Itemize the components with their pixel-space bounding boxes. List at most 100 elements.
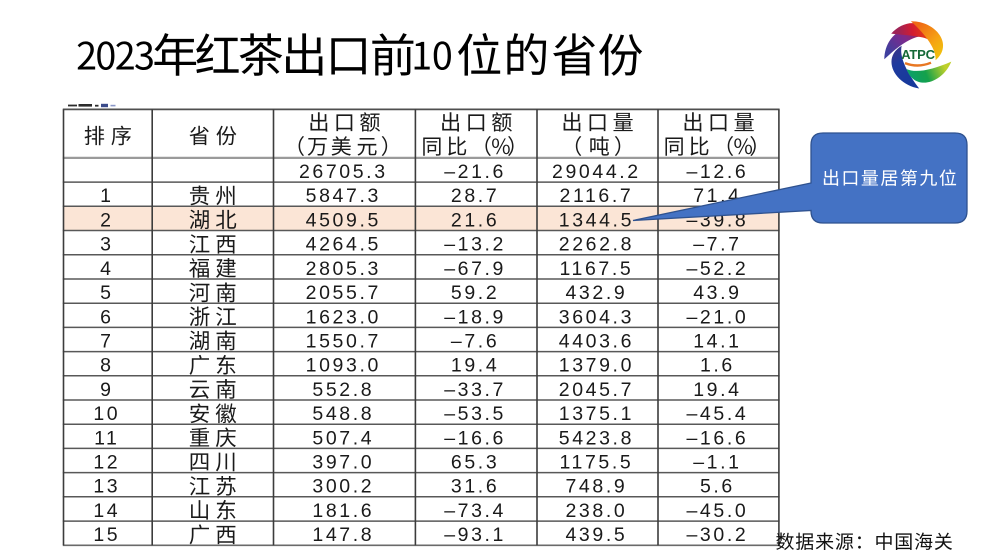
svg-text:出口额: 出口额 xyxy=(308,106,385,137)
svg-text:4264.5: 4264.5 xyxy=(306,234,381,256)
svg-text:15: 15 xyxy=(93,524,120,546)
svg-text:9: 9 xyxy=(100,379,113,401)
svg-text:6: 6 xyxy=(100,306,113,328)
svg-text:1167.5: 1167.5 xyxy=(560,258,634,280)
svg-text:出口量: 出口量 xyxy=(682,106,759,137)
svg-text:–18.9: –18.9 xyxy=(444,306,506,328)
svg-text:5423.8: 5423.8 xyxy=(559,427,634,449)
svg-text:1175.5: 1175.5 xyxy=(560,452,634,474)
svg-text:552.8: 552.8 xyxy=(312,379,374,401)
svg-text:广东: 广东 xyxy=(189,349,242,380)
svg-text:11: 11 xyxy=(94,427,119,449)
svg-text:数据来源：中国海关: 数据来源：中国海关 xyxy=(776,527,954,554)
svg-text:19.4: 19.4 xyxy=(693,379,741,401)
svg-text:–21.0: –21.0 xyxy=(686,306,748,328)
svg-text:13: 13 xyxy=(93,476,120,498)
svg-text:–52.2: –52.2 xyxy=(686,258,748,280)
svg-text:2055.7: 2055.7 xyxy=(306,282,381,304)
svg-text:–7.7: –7.7 xyxy=(693,234,741,256)
svg-text:439.5: 439.5 xyxy=(565,524,627,546)
svg-text:同比（%）: 同比（%） xyxy=(664,131,771,161)
svg-text:7: 7 xyxy=(100,331,113,353)
svg-text:2262.8: 2262.8 xyxy=(559,234,634,256)
svg-text:238.0: 238.0 xyxy=(565,500,627,522)
svg-text:河南: 河南 xyxy=(189,276,242,307)
svg-text:147.8: 147.8 xyxy=(312,524,374,546)
svg-text:山东: 山东 xyxy=(189,494,242,525)
svg-text:31.6: 31.6 xyxy=(451,476,499,498)
svg-text:–12.6: –12.6 xyxy=(686,161,748,183)
svg-text:12: 12 xyxy=(93,452,120,474)
svg-text:（万美元）: （万美元） xyxy=(284,131,402,161)
svg-text:1: 1 xyxy=(100,185,113,207)
svg-text:浙江: 浙江 xyxy=(189,301,242,332)
svg-text:4403.6: 4403.6 xyxy=(559,331,634,353)
svg-text:–16.6: –16.6 xyxy=(686,427,748,449)
svg-text:湖北: 湖北 xyxy=(189,204,242,235)
svg-text:3604.3: 3604.3 xyxy=(559,306,634,328)
svg-text:14: 14 xyxy=(93,500,120,522)
svg-text:4509.5: 4509.5 xyxy=(306,209,381,231)
svg-text:–30.2: –30.2 xyxy=(686,524,748,546)
svg-text:广西: 广西 xyxy=(189,518,242,549)
svg-text:江苏: 江苏 xyxy=(189,470,242,501)
svg-text:重庆: 重庆 xyxy=(189,422,242,453)
svg-text:2045.7: 2045.7 xyxy=(559,379,634,401)
svg-text:1623.0: 1623.0 xyxy=(306,306,381,328)
svg-text:–53.5: –53.5 xyxy=(444,403,506,425)
svg-text:1379.0: 1379.0 xyxy=(559,355,634,377)
svg-text:1375.1: 1375.1 xyxy=(559,403,634,425)
svg-text:28.7: 28.7 xyxy=(451,185,499,207)
svg-text:10: 10 xyxy=(93,403,120,425)
svg-text:福建: 福建 xyxy=(189,252,242,283)
svg-text:2805.3: 2805.3 xyxy=(306,258,381,280)
svg-text:–73.4: –73.4 xyxy=(444,500,506,522)
svg-text:–16.6: –16.6 xyxy=(444,427,506,449)
svg-text:–93.1: –93.1 xyxy=(444,524,506,546)
svg-text:19.4: 19.4 xyxy=(451,355,499,377)
svg-text:26705.3: 26705.3 xyxy=(299,161,388,183)
svg-text:3: 3 xyxy=(100,234,113,256)
svg-text:397.0: 397.0 xyxy=(312,452,374,474)
svg-text:2: 2 xyxy=(100,209,113,231)
svg-text:湖南: 湖南 xyxy=(189,325,242,356)
svg-text:65.3: 65.3 xyxy=(451,452,499,474)
svg-text:21.6: 21.6 xyxy=(451,209,499,231)
svg-text:4: 4 xyxy=(100,258,113,280)
svg-text:–21.6: –21.6 xyxy=(444,161,506,183)
svg-text:–13.2: –13.2 xyxy=(444,234,506,256)
svg-text:1093.0: 1093.0 xyxy=(306,355,381,377)
svg-text:贵州: 贵州 xyxy=(189,179,242,210)
svg-text:安徽: 安徽 xyxy=(189,397,242,428)
svg-text:548.8: 548.8 xyxy=(312,403,374,425)
svg-text:出口额: 出口额 xyxy=(440,106,517,137)
svg-text:181.6: 181.6 xyxy=(312,500,374,522)
svg-text:出口量居第九位: 出口量居第九位 xyxy=(822,165,959,191)
svg-text:432.9: 432.9 xyxy=(565,282,627,304)
svg-text:1.6: 1.6 xyxy=(700,355,735,377)
svg-text:507.4: 507.4 xyxy=(312,427,374,449)
svg-text:14.1: 14.1 xyxy=(693,331,741,353)
svg-text:29044.2: 29044.2 xyxy=(552,161,641,183)
svg-text:出口量: 出口量 xyxy=(561,106,638,137)
svg-text:59.2: 59.2 xyxy=(451,282,499,304)
svg-text:同比（%）: 同比（%） xyxy=(421,131,528,161)
svg-text:–45.0: –45.0 xyxy=(686,500,748,522)
svg-text:5.6: 5.6 xyxy=(700,476,735,498)
svg-text:748.9: 748.9 xyxy=(565,476,627,498)
svg-text:2023: 2023 xyxy=(76,25,155,80)
svg-text:–45.4: –45.4 xyxy=(686,403,748,425)
svg-text:10: 10 xyxy=(411,25,453,80)
svg-text:2116.7: 2116.7 xyxy=(560,185,634,207)
svg-text:5: 5 xyxy=(100,282,113,304)
svg-text:–1.1: –1.1 xyxy=(693,452,741,474)
svg-text:省份: 省份 xyxy=(189,119,243,150)
svg-text:位的省份: 位的省份 xyxy=(456,20,643,86)
svg-text:云南: 云南 xyxy=(189,373,242,404)
svg-text:–7.6: –7.6 xyxy=(451,331,499,353)
svg-text:8: 8 xyxy=(100,355,113,377)
svg-text:排序: 排序 xyxy=(84,119,138,150)
svg-text:江西: 江西 xyxy=(189,228,242,259)
svg-text:1344.5: 1344.5 xyxy=(559,209,634,231)
svg-text:43.9: 43.9 xyxy=(693,282,741,304)
